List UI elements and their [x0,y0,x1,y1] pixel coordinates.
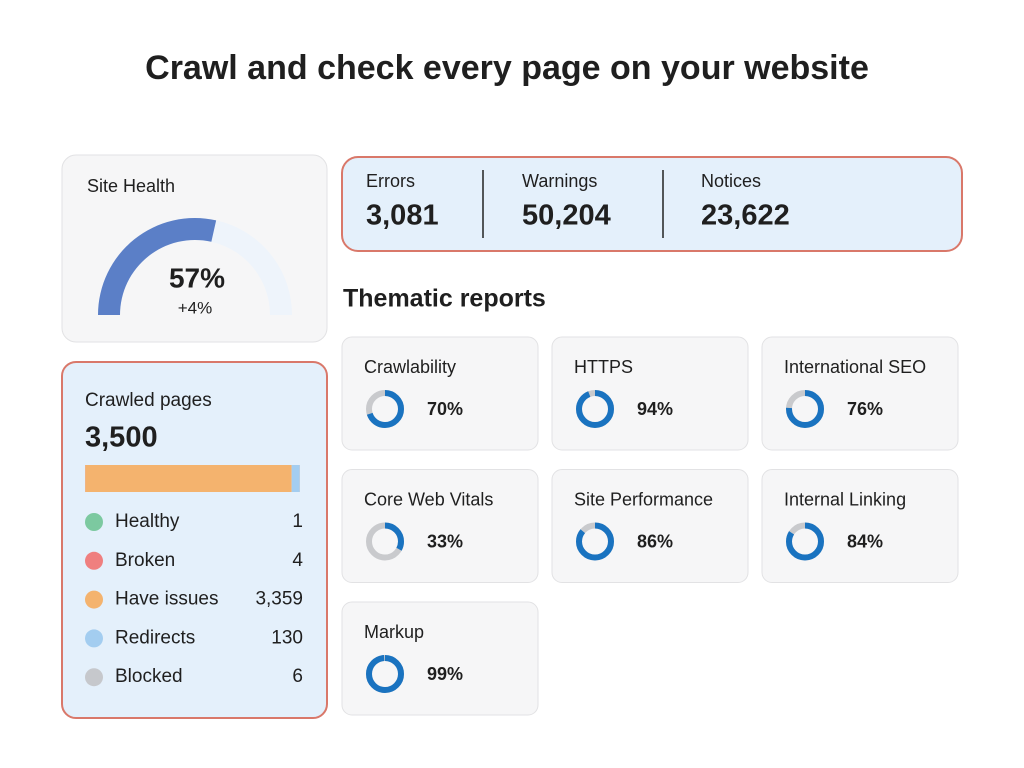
donut-fill [366,655,404,693]
report-card [341,336,539,451]
donut-fill [576,522,614,561]
legend-dot [85,668,103,687]
site-health-label: Site Health [87,176,175,196]
page-title: Crawl and check every page on your websi… [145,49,869,87]
legend-name: Blocked [115,666,183,687]
report-card [551,469,749,583]
report-score: 76% [847,399,883,419]
legend-name: Healthy [115,511,180,532]
report-score: 84% [847,531,883,551]
legend-name: Broken [115,550,175,571]
donut-fill [786,390,824,428]
site-health-score: 57% [169,262,225,293]
donut-fill [366,390,404,428]
report-name: Crawlability [364,357,456,377]
report-card [341,601,539,716]
legend-dot [85,629,103,648]
legend-count: 1 [292,511,303,532]
report-card [341,469,539,583]
report-score: 86% [637,531,673,551]
report-name: HTTPS [574,357,633,377]
issue-label: Warnings [522,171,597,191]
report-name: International SEO [784,357,926,377]
legend-dot [85,513,103,531]
donut-fill [576,390,614,428]
issue-count: 50,204 [522,200,611,232]
crawled-pages-label: Crawled pages [85,390,212,411]
report-name: Markup [364,622,424,642]
legend-name: Have issues [115,589,219,610]
crawled-pages-total: 3,500 [85,422,158,454]
donut-fill [366,522,404,561]
legend-count: 4 [292,550,303,571]
issue-count: 23,622 [701,200,790,232]
issue-label: Notices [701,171,761,191]
report-score: 94% [637,399,673,419]
issues-card [341,156,963,252]
report-card [551,336,749,451]
report-name: Internal Linking [784,489,906,509]
gauge-fill [98,218,217,315]
donut-fill [786,522,824,561]
report-card [761,336,959,451]
issue-count: 3,081 [366,200,439,232]
site-health-change: +4% [178,298,213,317]
legend-count: 6 [292,666,303,687]
report-score: 33% [427,531,463,551]
report-name: Core Web Vitals [364,489,493,509]
legend-count: 130 [271,627,303,648]
report-card [761,469,959,583]
site-health-card [61,154,328,343]
legend-name: Redirects [115,627,195,648]
report-score: 99% [427,664,463,684]
issue-label: Errors [366,171,415,191]
report-name: Site Performance [574,489,713,509]
legend-dot [85,590,103,609]
report-score: 70% [427,399,463,419]
crawled-pages-card [61,361,328,719]
section-title: Thematic reports [343,285,546,313]
bar-segment [85,465,292,492]
bar-segment [291,465,300,492]
legend-count: 3,359 [255,589,303,610]
legend-dot [85,551,103,570]
